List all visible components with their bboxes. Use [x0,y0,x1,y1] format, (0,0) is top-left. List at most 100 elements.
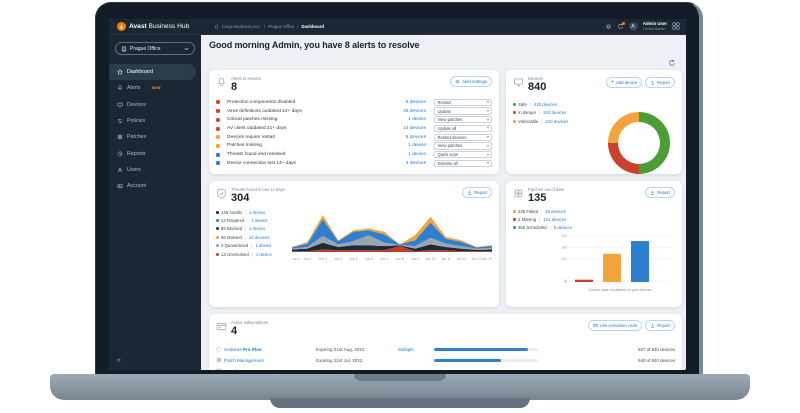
legend-separator: | [549,225,551,231]
alert-action-select[interactable]: View patches [434,142,492,150]
severity-icon [216,100,220,105]
legend-label: 12 Repaired [221,218,245,224]
notifications-icon[interactable] [617,21,625,30]
subscription-name-link[interactable]: Premium Remote Control [224,369,316,370]
subscriptions-report-button[interactable]: Report [645,320,675,332]
alert-devices-link[interactable]: 45 devices [403,108,426,114]
legend-devices-link[interactable]: 1 device [255,251,272,257]
progress-cell [434,348,544,352]
alert-action-select[interactable]: Update all [434,124,492,133]
legend-devices-link[interactable]: 14 devices [248,234,270,240]
subscriptions-card-header: Active subscriptions 4 Use activation co… [216,320,675,337]
legend-devices-link[interactable]: 1 device [255,243,272,249]
patches-report-button[interactable]: Report [645,186,675,198]
legend-devices-link[interactable]: 1 device [251,218,268,224]
legend-devices-link[interactable]: 1 device [249,226,266,232]
breadcrumb-item[interactable]: Large Business Acc. [222,24,261,29]
alert-action-select[interactable]: Update [434,107,492,115]
devices-report-button[interactable]: Report [645,77,675,88]
legend-item: In danger | 210 devices [513,110,675,115]
alert-settings-button[interactable]: Alert settings [450,76,492,87]
org-selector[interactable]: Prague Office [115,42,195,55]
legend-devices-link[interactable]: 1 device [249,209,266,215]
legend-devices-link[interactable]: 210 devices [545,118,569,124]
add-device-button[interactable]: + Add device [605,77,643,88]
user-info[interactable]: Admin User Global Admin [643,21,667,31]
patches-card-title-block: Patches out of date 135 [528,187,564,204]
org-selector-label: Prague Office [130,45,161,52]
alerts-card-title: Alerts to resolve [231,76,262,81]
alert-action-select[interactable]: Restart devices [434,133,492,141]
legend-devices-link[interactable]: 6 devices [553,225,572,231]
chevron-down-icon [486,144,489,147]
pie-icon [117,151,123,157]
bell-icon [216,77,227,88]
alert-devices-link[interactable]: 1 device [408,152,426,158]
sidebar-item-policies[interactable]: Policies [109,113,201,129]
subscriptions-card-title-block: Active subscriptions 4 [231,320,268,337]
breadcrumb-item[interactable]: Prague Office [268,24,295,29]
refresh-icon[interactable] [668,59,676,67]
legend-devices-link[interactable]: 123 devices [543,217,567,223]
subscription-usage: 540 of 840 devices [638,357,675,363]
alert-devices-link[interactable]: 6 devices [405,99,426,105]
avatar[interactable] [628,21,638,31]
patches-card-header: Patches out of date 135 Report [513,186,675,204]
monitor-icon [216,368,224,370]
main-content: Good morning Admin, you have 8 alerts to… [201,35,686,370]
monitor-icon [117,102,123,108]
legend-label: 245 Failed [518,208,539,214]
sidebar-collapse-icon[interactable]: « [117,357,121,364]
notification-dot [622,21,625,25]
alert-devices-link[interactable]: 1 device [408,117,426,123]
alert-action-label: Restart devices [437,134,467,140]
sidebar-item-patches[interactable]: Patches [109,129,201,145]
sidebar-item-account[interactable]: Account [109,178,201,194]
patches-count: 135 [528,191,547,204]
alert-devices-link[interactable]: 3 devices [405,160,426,166]
alert-action-label: View patches [437,117,463,123]
subscription-name-segment: Pro Plus [242,347,262,353]
alert-action-select[interactable]: Dismiss all [434,159,492,167]
legend-devices-link[interactable]: 420 devices [533,102,557,108]
legend-dot [513,218,516,222]
chevron-down-icon [486,118,489,121]
subscription-name-link[interactable]: Patch Management [224,358,316,363]
progress-track [434,348,538,352]
breadcrumb-item[interactable]: Dashboard [301,24,324,29]
alert-action-select[interactable]: View patches [434,116,492,124]
legend-dot [513,209,516,213]
sidebar-item-users[interactable]: Users [109,162,201,178]
bar-scheduled [631,241,649,283]
badge-separator: | [146,85,148,91]
use-activation-code-button[interactable]: Use activation code [587,320,643,332]
devices-report-label: Report [657,80,670,85]
alert-devices-link[interactable]: 6 devices [405,134,426,140]
subscription-row: Antivirus Pro Plus Expiring 21st Aug, 202… [216,345,675,356]
subscription-name-link[interactable]: Antivirus Pro Plus [224,347,316,352]
sidebar-item-dashboard[interactable]: Dashboard [109,64,196,81]
alert-action-select[interactable]: Quick scan [434,150,492,159]
alert-label: Virus definitions outdated 14+ days [227,108,302,114]
x-tick-label: Jun 14 [482,257,492,261]
subscription-multiple-link[interactable]: Multiple [398,347,414,353]
threats-legend: 145 Autofix | 1 device 12 Repaired | 1 device… [216,210,288,257]
avast-logo-icon [117,22,126,31]
app-grid-icon[interactable] [672,22,680,31]
building-icon [121,46,127,52]
use-activation-code-label: Use activation code [599,323,638,329]
sidebar-item-reports[interactable]: Reports [109,145,201,161]
legend-devices-link[interactable]: 16 devices [545,208,566,214]
alert-devices-link[interactable]: 14 devices [403,126,426,131]
devices-card: Devices 840 + Add device [506,70,682,174]
gear-icon[interactable] [605,23,612,30]
alert-devices-link[interactable]: 1 device [408,143,426,149]
legend-devices-link[interactable]: 210 devices [543,110,567,116]
threats-report-button[interactable]: Report [462,186,492,198]
alert-action-select[interactable]: Restart [434,98,492,107]
sidebar-item-alerts[interactable]: Alerts | NEW [109,80,201,96]
alert-action-label: Quick scan [437,152,459,158]
sidebar-item-devices[interactable]: Devices [109,97,201,113]
laptop-foot [270,398,530,408]
patches-card: Patches out of date 135 Report [506,180,682,308]
